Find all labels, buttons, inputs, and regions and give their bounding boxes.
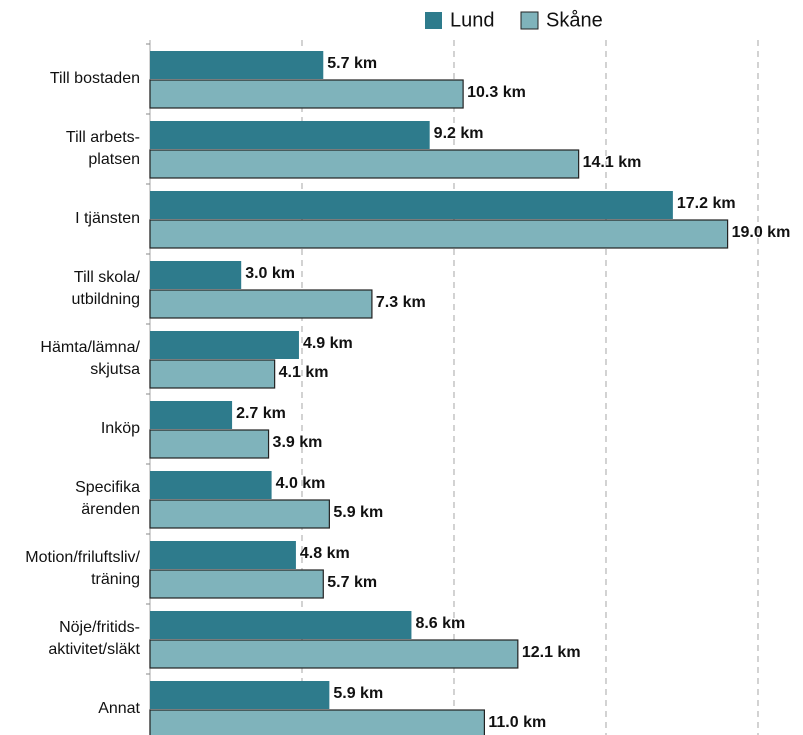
bar xyxy=(150,191,673,219)
bar xyxy=(149,429,270,459)
value-label: 5.7 km xyxy=(327,55,377,72)
bar xyxy=(150,681,330,709)
category-label: Inköp xyxy=(100,420,140,437)
value-label: 4.1 km xyxy=(279,364,329,381)
category-label: Nöje/fritids- aktivitet/släkt xyxy=(48,619,140,658)
value-label: 4.8 km xyxy=(300,545,350,562)
bar xyxy=(149,639,519,669)
bar xyxy=(149,499,330,529)
bar xyxy=(149,709,485,735)
bar xyxy=(150,51,324,79)
category-label: Till bostaden xyxy=(49,70,140,87)
category-label: Till arbets- platsen xyxy=(65,129,140,168)
value-label: 19.0 km xyxy=(732,224,791,241)
bar xyxy=(150,261,242,289)
bar xyxy=(150,331,299,359)
bar xyxy=(149,569,324,599)
category-label: Annat xyxy=(98,700,140,717)
category-label: Hämta/lämna/ skjutsa xyxy=(40,339,140,378)
value-label: 8.6 km xyxy=(415,615,465,632)
bar xyxy=(149,359,276,389)
bar xyxy=(149,79,464,109)
value-label: 4.9 km xyxy=(303,335,353,352)
value-label: 14.1 km xyxy=(583,154,642,171)
bar xyxy=(150,471,272,499)
value-label: 5.7 km xyxy=(327,574,377,591)
value-label: 7.3 km xyxy=(376,294,426,311)
bar xyxy=(149,219,729,249)
bar xyxy=(150,121,430,149)
category-label: Specifika ärenden xyxy=(75,479,140,518)
value-label: 2.7 km xyxy=(236,405,286,422)
value-label: 9.2 km xyxy=(434,125,484,142)
legend-label: Lund xyxy=(450,9,495,31)
category-label: I tjänsten xyxy=(75,210,140,227)
value-label: 5.9 km xyxy=(333,685,383,702)
value-label: 3.9 km xyxy=(273,434,323,451)
value-label: 17.2 km xyxy=(677,195,736,212)
legend-swatch xyxy=(425,12,442,29)
value-label: 3.0 km xyxy=(245,265,295,282)
legend-label: Skåne xyxy=(546,9,603,31)
value-label: 10.3 km xyxy=(467,84,526,101)
value-label: 4.0 km xyxy=(276,475,326,492)
bar xyxy=(150,541,296,569)
bar xyxy=(150,611,412,639)
legend-swatch xyxy=(520,11,539,30)
bar xyxy=(150,401,233,429)
bar xyxy=(149,149,580,179)
category-label: Till skola/ utbildning xyxy=(71,269,141,308)
bar xyxy=(149,289,373,319)
value-label: 5.9 km xyxy=(333,504,383,521)
value-label: 12.1 km xyxy=(522,644,581,661)
value-label: 11.0 km xyxy=(488,714,546,731)
category-label: Motion/friluftsliv/ träning xyxy=(25,549,140,588)
